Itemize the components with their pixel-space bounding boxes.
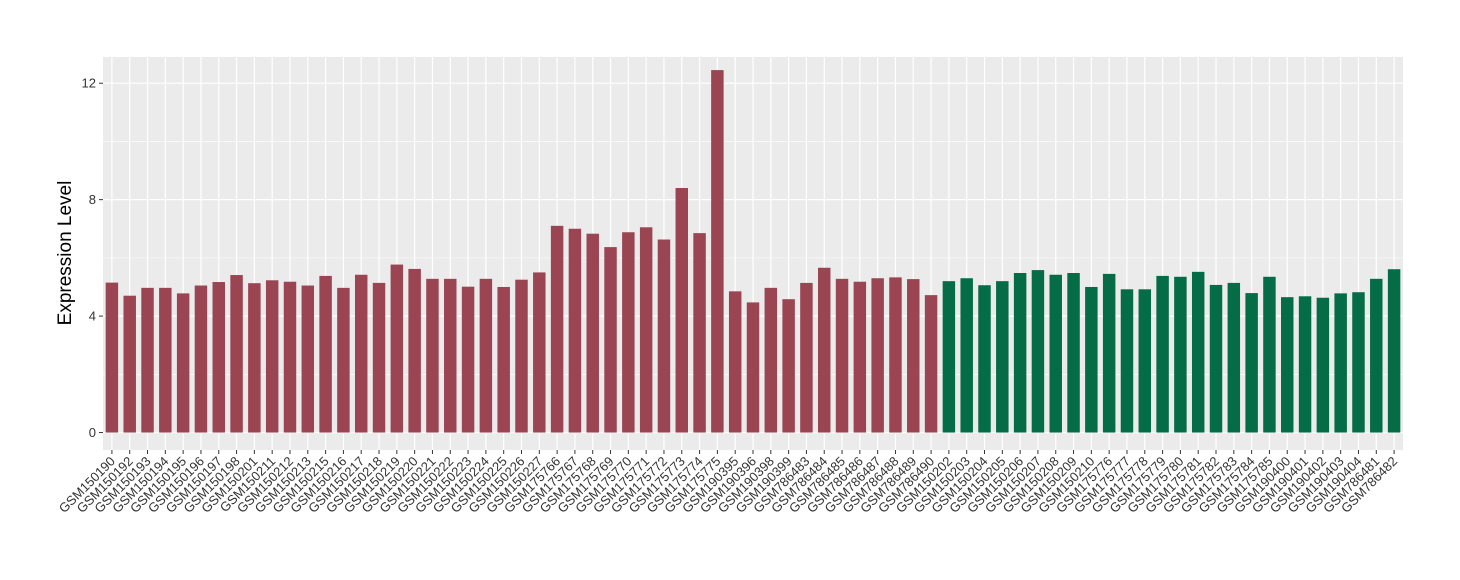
bar-GSM175782 xyxy=(1209,284,1223,433)
bar-GSM786488 xyxy=(889,277,902,433)
bar-GSM175773 xyxy=(675,188,688,433)
bar-GSM175774 xyxy=(693,233,706,433)
bar-GSM175768 xyxy=(586,233,599,433)
bar-GSM786489 xyxy=(907,279,920,433)
bar-GSM150207 xyxy=(1031,270,1045,433)
bar-GSM150202 xyxy=(942,281,956,433)
bar-GSM150197 xyxy=(212,282,225,433)
bars xyxy=(105,70,1401,433)
bar-GSM175769 xyxy=(604,247,617,433)
bar-GSM786486 xyxy=(853,281,867,433)
bar-GSM786484 xyxy=(818,267,831,433)
bar-GSM190396 xyxy=(746,302,760,433)
bar-GSM786483 xyxy=(800,282,813,433)
bar-GSM150213 xyxy=(301,285,315,433)
bar-GSM150201 xyxy=(248,283,261,433)
bar-GSM150226 xyxy=(515,279,528,433)
y-tick-label: 8 xyxy=(89,192,96,207)
bar-GSM786485 xyxy=(835,278,849,433)
bar-GSM150224 xyxy=(479,278,493,433)
bar-GSM786482 xyxy=(1387,269,1401,433)
bar-GSM150190 xyxy=(105,282,119,433)
bar-GSM150209 xyxy=(1067,273,1080,433)
bar-GSM175779 xyxy=(1156,275,1169,433)
bar-GSM786487 xyxy=(871,278,884,433)
bar-GSM190400 xyxy=(1281,297,1294,433)
bar-GSM175780 xyxy=(1174,276,1187,433)
bar-GSM190401 xyxy=(1298,296,1312,433)
bar-GSM175781 xyxy=(1191,271,1205,433)
bar-GSM150195 xyxy=(176,293,190,433)
bar-GSM175775 xyxy=(711,70,724,433)
bar-GSM190404 xyxy=(1352,292,1365,433)
bar-GSM786490 xyxy=(924,295,938,433)
bar-GSM150193 xyxy=(141,287,154,433)
bar-GSM175770 xyxy=(622,232,635,433)
bar-GSM150218 xyxy=(372,282,386,433)
bar-GSM150225 xyxy=(497,286,510,433)
bar-GSM175777 xyxy=(1120,289,1134,433)
bar-GSM150206 xyxy=(1013,273,1027,433)
bar-GSM150222 xyxy=(444,278,457,433)
y-tick-label: 12 xyxy=(82,76,96,91)
y-axis: 0 4 8 12 xyxy=(82,76,103,440)
bar-GSM175785 xyxy=(1263,276,1276,433)
bar-GSM150227 xyxy=(533,272,546,433)
bar-GSM175772 xyxy=(657,239,671,433)
bar-GSM150196 xyxy=(194,285,208,433)
bar-GSM150192 xyxy=(123,295,136,433)
x-axis: GSM150190GSM150192GSM150193GSM150194GSM1… xyxy=(56,450,1400,516)
bar-GSM175766 xyxy=(550,225,564,433)
bar-GSM150221 xyxy=(426,278,439,433)
bar-GSM175776 xyxy=(1102,273,1116,433)
bar-GSM150210 xyxy=(1085,286,1098,433)
bar-GSM150215 xyxy=(319,275,332,433)
bar-GSM150219 xyxy=(390,264,404,433)
bar-GSM150217 xyxy=(354,274,368,433)
bar-GSM786481 xyxy=(1370,278,1383,433)
bar-GSM190402 xyxy=(1316,297,1330,433)
bar-GSM175778 xyxy=(1138,289,1152,433)
bar-GSM190395 xyxy=(728,291,742,433)
y-tick-label: 4 xyxy=(89,309,96,324)
bar-GSM150198 xyxy=(230,275,243,433)
bar-GSM150205 xyxy=(996,281,1009,433)
bar-GSM150194 xyxy=(159,287,172,433)
y-tick-label: 0 xyxy=(89,425,96,440)
bar-GSM150212 xyxy=(283,281,297,433)
bar-GSM150204 xyxy=(978,285,991,433)
bar-GSM150203 xyxy=(960,278,973,433)
bar-GSM190399 xyxy=(782,299,795,433)
bar-GSM175783 xyxy=(1227,282,1241,433)
bar-GSM150211 xyxy=(265,280,279,433)
bar-GSM150216 xyxy=(337,287,350,433)
bar-GSM175784 xyxy=(1245,293,1258,433)
bar-GSM150208 xyxy=(1049,274,1062,433)
bar-GSM190403 xyxy=(1334,293,1347,433)
bar-GSM175771 xyxy=(639,227,653,433)
bar-GSM190398 xyxy=(764,287,778,433)
y-axis-title: Expression Level xyxy=(55,181,76,326)
bar-GSM175767 xyxy=(568,228,582,433)
bar-GSM150220 xyxy=(408,268,421,433)
bar-GSM150223 xyxy=(461,286,475,433)
